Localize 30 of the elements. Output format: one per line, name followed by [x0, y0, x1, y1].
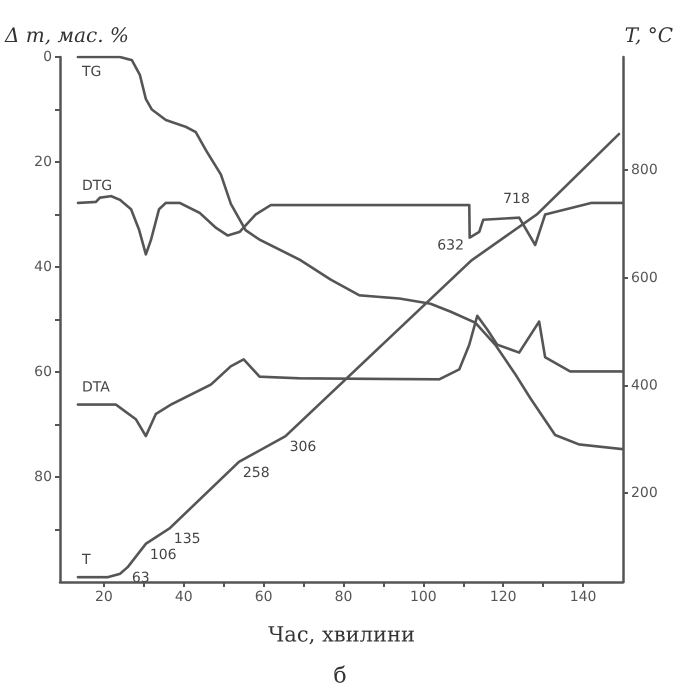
y2-tick-label: 200 — [631, 485, 658, 502]
text: б — [333, 664, 347, 688]
y-axis-title: Δ m, мас. % — [4, 23, 129, 47]
x-tick-label: 80 — [334, 589, 352, 605]
y2-tick-label: 400 — [631, 377, 658, 394]
y-tick-label: 60 — [34, 364, 52, 380]
data-label: 632 — [437, 238, 464, 254]
series-label: DTA — [82, 380, 110, 396]
series-label: TG — [80, 64, 102, 80]
series-label: DTG — [82, 178, 112, 194]
y-tick-label: 40 — [34, 259, 52, 275]
series-label: T — [80, 552, 91, 568]
x-axis-title: Час, хвилини — [268, 622, 415, 646]
data-label: 135 — [174, 531, 201, 548]
x-tick-label: 140 — [570, 589, 596, 605]
x-tick-label: 100 — [410, 589, 437, 605]
y2-tick-label: 800 — [631, 162, 658, 178]
y-tick-label: 0 — [43, 49, 52, 65]
data-label: 718 — [503, 191, 530, 208]
x-tick-label: 20 — [95, 589, 113, 605]
x-tick-label: 120 — [490, 589, 517, 605]
data-label: 258 — [242, 464, 270, 481]
y2-axis-title: T, °C — [624, 23, 673, 47]
data-label: 306 — [290, 439, 316, 456]
y-tick-label: 80 — [34, 469, 52, 485]
y-tick-label: 20 — [34, 154, 52, 170]
data-label: 106 — [150, 546, 177, 563]
x-tick-label: 40 — [174, 589, 193, 605]
y2-tick-label: 600 — [631, 270, 658, 286]
x-tick-label: 60 — [254, 589, 273, 605]
